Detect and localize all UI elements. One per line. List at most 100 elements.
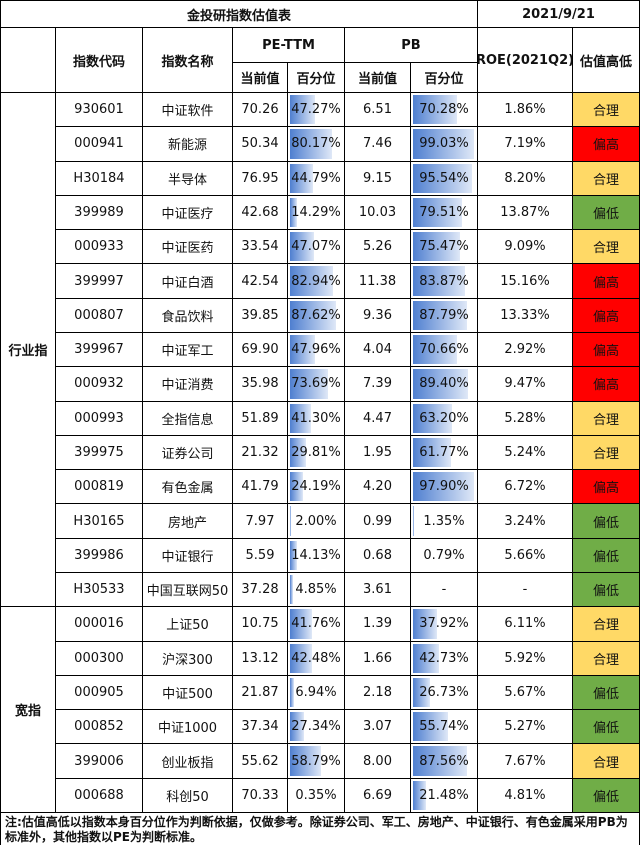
level-text: 偏低: [592, 206, 619, 222]
data-bar: [290, 266, 334, 296]
name: 中证医疗: [143, 195, 233, 231]
name: 中国互联网50: [143, 573, 233, 608]
pe-pct: 4.85%: [288, 573, 345, 608]
pe-text: 50.34: [241, 136, 279, 152]
code-text: 399986: [74, 547, 124, 563]
code: 399986: [56, 538, 143, 573]
code: 399975: [56, 435, 143, 471]
pb-pct: 21.48%: [411, 778, 478, 813]
level: 合理: [573, 744, 640, 779]
pe-text: 37.28: [241, 582, 279, 598]
pe: 51.89: [233, 401, 288, 436]
pe-pct-text: 2.00%: [295, 513, 337, 529]
level-text: 偏高: [592, 138, 619, 154]
pe-pct: 41.76%: [288, 607, 345, 642]
column-header: 估值高低: [573, 28, 640, 93]
roe-text: 5.24%: [504, 444, 546, 460]
pe: 13.12: [233, 641, 288, 676]
level-text: 偏低: [592, 721, 619, 737]
level-text: 偏高: [592, 344, 619, 360]
level: 偏低: [573, 675, 640, 711]
group-label: 行业指: [1, 93, 56, 608]
name-text: 中证软件: [161, 104, 214, 120]
level-text: 偏高: [592, 309, 619, 325]
pe: 33.54: [233, 230, 288, 265]
pb: 6.69: [345, 778, 411, 813]
pb-text: 1.66: [363, 650, 392, 666]
data-bar: [290, 609, 312, 639]
code-text: 000905: [74, 684, 124, 700]
data-bar: [290, 300, 336, 330]
code-text: 000932: [74, 376, 124, 392]
pb-text: 6.51: [363, 102, 392, 118]
data-bar: [413, 472, 474, 502]
pe-pct: 6.94%: [288, 675, 345, 711]
name: 中证消费: [143, 367, 233, 402]
pe-text: 33.54: [241, 239, 279, 255]
pb-text: 4.20: [363, 479, 392, 495]
code-text: 000688: [74, 787, 124, 803]
roe-text: 13.87%: [500, 204, 550, 220]
pe: 42.54: [233, 264, 288, 299]
level: 偏低: [573, 195, 640, 231]
pb-pct: 37.92%: [411, 607, 478, 642]
code: 000941: [56, 127, 143, 162]
name: 中证500: [143, 675, 233, 711]
level: 合理: [573, 161, 640, 196]
pe-text: 70.26: [241, 102, 279, 118]
date-text: 2021/9/21: [522, 6, 595, 22]
name-text: 新能源: [167, 138, 207, 154]
roe: 7.19%: [478, 127, 573, 162]
name-text: 中证1000: [157, 721, 218, 737]
pe-pct-text: 6.94%: [295, 684, 337, 700]
pe: 69.90: [233, 333, 288, 368]
pb-text: 3.07: [363, 719, 392, 735]
code: 000993: [56, 401, 143, 436]
pb: 1.66: [345, 641, 411, 676]
pe-pct-text: 41.30%: [291, 410, 341, 426]
pb: 6.51: [345, 93, 411, 128]
name-text: 证券公司: [161, 446, 214, 462]
data-bar: [413, 643, 440, 673]
pe: 50.34: [233, 127, 288, 162]
pb-pct: 87.56%: [411, 744, 478, 779]
pe-text: 42.54: [241, 273, 279, 289]
name-text: 中证医药: [161, 241, 214, 257]
code-text: 000807: [74, 307, 124, 323]
pb-pct-text: -: [441, 582, 447, 598]
level: 偏高: [573, 298, 640, 333]
code-text: 000819: [74, 479, 124, 495]
column-header-text: 估值高低: [579, 54, 632, 70]
pb-text: 0.99: [363, 513, 392, 529]
column-header-text: PB: [401, 37, 421, 53]
roe-text: 13.33%: [500, 307, 550, 323]
pe-text: 42.68: [241, 204, 279, 220]
pb: 11.38: [345, 264, 411, 299]
name: 有色金属: [143, 470, 233, 505]
footnote-text: 注:估值高低以指数本身百分位作为判断依据，仅做参考。除证券公司、军工、房地产、中…: [5, 815, 628, 844]
pb: 3.61: [345, 573, 411, 608]
pb: 4.04: [345, 333, 411, 368]
pb-pct-text: 97.90%: [419, 479, 469, 495]
pb-pct: 63.20%: [411, 401, 478, 436]
pb: 1.39: [345, 607, 411, 642]
pb: 7.46: [345, 127, 411, 162]
subcolumn-header: 当前值: [233, 63, 288, 93]
pe: 70.33: [233, 778, 288, 813]
pe-text: 76.95: [241, 170, 279, 186]
level: 偏低: [573, 778, 640, 813]
pb-pct: 0.79%: [411, 538, 478, 573]
pb-pct-text: 0.79%: [423, 547, 465, 563]
name: 创业板指: [143, 744, 233, 779]
pb-pct-text: 55.74%: [419, 719, 469, 735]
pb-text: 0.68: [363, 547, 392, 563]
roe: 5.67%: [478, 675, 573, 711]
subcolumn-header-text: 当前值: [240, 72, 280, 87]
name: 新能源: [143, 127, 233, 162]
subcolumn-header: 当前值: [345, 63, 411, 93]
pb-pct: 75.47%: [411, 230, 478, 265]
level: 偏低: [573, 573, 640, 608]
code-text: H30184: [73, 170, 125, 186]
name-text: 中证500: [162, 686, 213, 702]
